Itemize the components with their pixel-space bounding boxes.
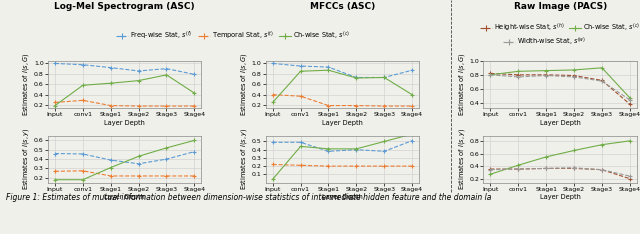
Y-axis label: Estimates of $I(s, G)$: Estimates of $I(s, G)$ [457,52,467,116]
Y-axis label: Estimates of $I(s, y)$: Estimates of $I(s, y)$ [21,128,31,190]
X-axis label: Layer Depth: Layer Depth [104,120,145,126]
Y-axis label: Estimates of $I(s, y)$: Estimates of $I(s, y)$ [239,128,249,190]
Y-axis label: Estimates of $I(s, G)$: Estimates of $I(s, G)$ [239,52,249,116]
Legend: Freq-wise Stat, $s^{(f)}$, Temporal Stat, $s^{(t)}$, Ch-wise Stat, $s^{(c)}$: Freq-wise Stat, $s^{(f)}$, Temporal Stat… [114,27,353,44]
Y-axis label: Estimates of $I(s, G)$: Estimates of $I(s, G)$ [21,52,31,116]
Text: Raw Image (PACS): Raw Image (PACS) [513,2,607,11]
Legend: Height-wise Stat, $s^{(h)}$, Ch-wise Stat, $s^{(c)}$: Height-wise Stat, $s^{(h)}$, Ch-wise Sta… [477,18,640,36]
X-axis label: Layer Depth: Layer Depth [540,194,580,201]
Text: Log-Mel Spectrogram (ASC): Log-Mel Spectrogram (ASC) [54,2,195,11]
X-axis label: Layer Depth: Layer Depth [322,194,363,201]
X-axis label: Layer Depth: Layer Depth [104,194,145,201]
Text: MFCCs (ASC): MFCCs (ASC) [310,2,375,11]
X-axis label: Layer Depth: Layer Depth [322,120,363,126]
Legend: Width-wise Stat, $s^{(w)}$: Width-wise Stat, $s^{(w)}$ [500,33,588,50]
Y-axis label: Estimates of $I(s, y)$: Estimates of $I(s, y)$ [457,128,467,190]
Text: Figure 1: Estimates of mutual information between dimension-wise statistics of i: Figure 1: Estimates of mutual informatio… [6,193,492,202]
X-axis label: Layer Depth: Layer Depth [540,120,580,126]
